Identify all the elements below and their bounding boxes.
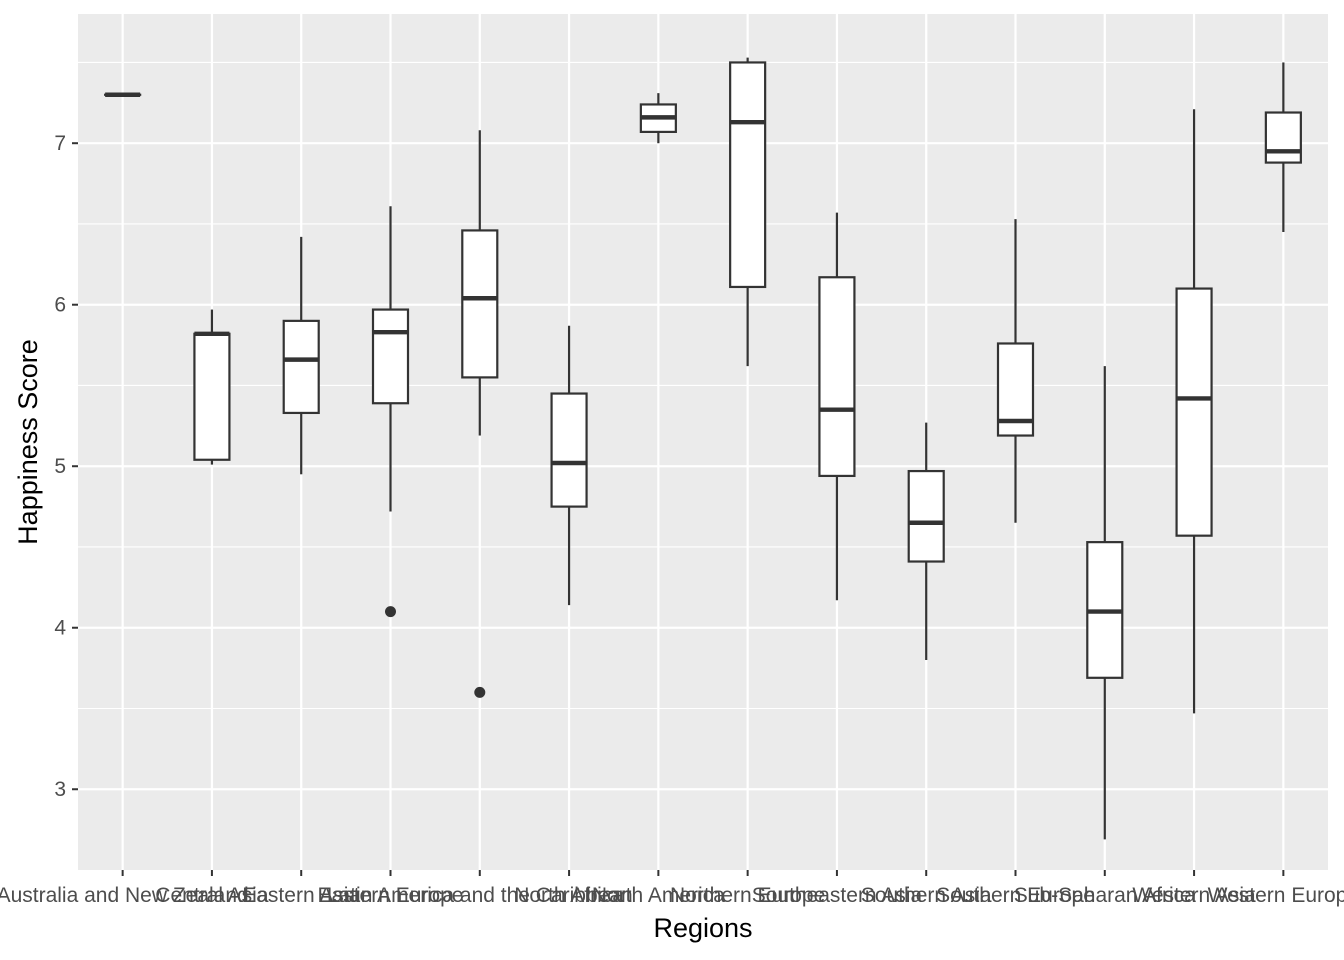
box-iqr <box>1175 287 1213 537</box>
x-tick-label: North Africa <box>514 884 624 907</box>
box-4 <box>461 130 499 698</box>
axis-ticks <box>72 142 1285 876</box>
box-7 <box>729 57 767 367</box>
y-axis-title: Happiness Score <box>13 339 43 545</box>
box-layer <box>104 57 1302 840</box>
box-iqr <box>907 469 945 563</box>
box-iqr <box>461 229 499 379</box>
y-tick-labels: 3 4 5 6 7 <box>54 132 66 801</box>
y-tick-label: 5 <box>54 455 66 478</box>
plot-panel <box>78 14 1328 870</box>
box-6 <box>639 93 677 144</box>
y-tick-label: 4 <box>54 617 66 640</box>
box-iqr <box>193 332 231 461</box>
x-tick-label: North America <box>592 884 725 907</box>
box-11 <box>1086 366 1124 840</box>
box-iqr <box>818 276 856 478</box>
box-iqr <box>282 319 320 415</box>
box-iqr <box>371 308 410 405</box>
x-tick-label: Eastern Europe <box>318 884 464 907</box>
box-iqr <box>729 61 767 289</box>
box-3 <box>371 206 410 618</box>
y-tick-label: 3 <box>54 778 66 801</box>
x-tick-label: Southern Europe <box>936 884 1095 907</box>
x-tick-label: Western Asia <box>1132 884 1256 907</box>
box-2 <box>282 236 320 475</box>
box-8 <box>818 212 856 601</box>
box-12 <box>1175 109 1213 714</box>
box-1 <box>193 309 231 465</box>
box-10 <box>996 219 1035 523</box>
x-axis-title: Regions <box>653 913 752 943</box>
box-13 <box>1264 62 1302 233</box>
outlier-point <box>474 686 486 698</box>
x-tick-label: Western Europe <box>1208 884 1344 907</box>
y-tick-label: 6 <box>54 294 66 317</box>
box-5 <box>550 325 588 606</box>
box-9 <box>907 422 945 661</box>
x-tick-label: Eastern Asia <box>242 884 360 907</box>
y-tick-label: 7 <box>54 132 66 155</box>
x-tick-label: Northern Europe <box>670 884 825 907</box>
outlier-point <box>385 606 396 618</box>
x-tick-label: Sub-Saharan Africa <box>1014 884 1196 907</box>
x-tick-label: Central Asia <box>155 884 269 907</box>
box-iqr <box>550 392 588 508</box>
x-tick-label: Southeastern Asia <box>752 884 923 907</box>
x-tick-label: Southern Asia <box>861 884 992 907</box>
x-tick-label: Australia and New Zealand <box>0 884 249 907</box>
x-tick-label: Latin America and the Caribbean <box>327 884 633 907</box>
box-iqr <box>1264 111 1302 164</box>
